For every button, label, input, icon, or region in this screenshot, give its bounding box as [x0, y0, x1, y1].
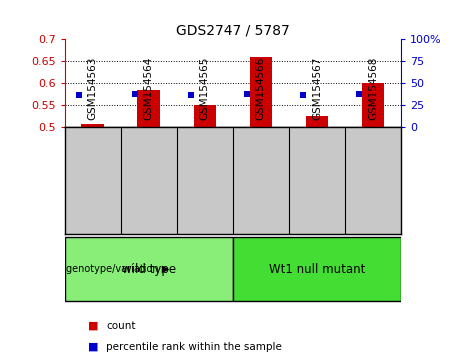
Bar [306, 116, 328, 127]
Point [355, 91, 363, 97]
Text: Wt1 null mutant: Wt1 null mutant [269, 263, 365, 275]
Bar [250, 57, 272, 127]
FancyBboxPatch shape [233, 237, 401, 301]
Bar [194, 105, 216, 127]
Text: percentile rank within the sample: percentile rank within the sample [106, 342, 282, 352]
Point [243, 91, 250, 97]
Text: ■: ■ [88, 342, 98, 352]
Bar [137, 90, 160, 127]
Point [299, 92, 307, 97]
Text: count: count [106, 321, 136, 331]
Bar [362, 83, 384, 127]
Title: GDS2747 / 5787: GDS2747 / 5787 [176, 24, 290, 38]
FancyBboxPatch shape [65, 237, 233, 301]
Point [75, 92, 82, 97]
Text: ■: ■ [88, 321, 98, 331]
Point [187, 92, 195, 97]
Bar [82, 124, 104, 127]
Text: wild type: wild type [122, 263, 176, 275]
Text: genotype/variation ▶: genotype/variation ▶ [65, 264, 169, 274]
Point [131, 91, 138, 97]
